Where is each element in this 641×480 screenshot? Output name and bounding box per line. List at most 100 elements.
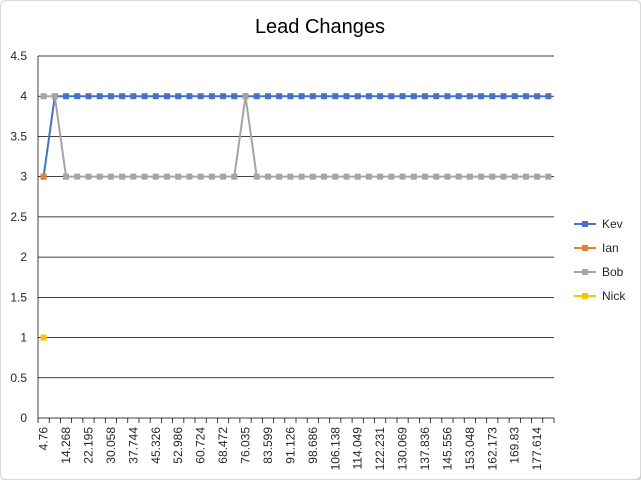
x-tick-label: 14.268	[59, 427, 73, 464]
data-point	[40, 93, 47, 100]
legend-label: Kev	[602, 217, 623, 231]
data-point	[242, 93, 249, 100]
data-point	[186, 93, 193, 100]
data-point	[220, 173, 227, 180]
legend-marker	[582, 269, 588, 275]
data-point	[175, 93, 182, 100]
data-point	[500, 93, 507, 100]
axes	[37, 56, 555, 423]
data-point	[186, 173, 193, 180]
data-point	[309, 173, 316, 180]
data-point	[489, 173, 496, 180]
chart-title: Lead Changes	[255, 16, 385, 38]
x-tick-label: 145.556	[440, 427, 454, 471]
data-point	[343, 173, 350, 180]
data-point	[96, 173, 103, 180]
legend-label: Nick	[602, 289, 626, 303]
data-point	[152, 93, 159, 100]
data-point	[522, 173, 529, 180]
data-point	[175, 173, 182, 180]
data-point	[164, 173, 170, 180]
x-tick-label: 162.173	[485, 427, 499, 471]
y-tick-label: 0	[20, 411, 27, 425]
x-tick-label: 52.986	[171, 427, 185, 464]
data-point	[377, 173, 384, 180]
legend-label: Ian	[602, 241, 619, 255]
y-tick-label: 1	[20, 331, 27, 345]
data-point	[85, 173, 92, 180]
data-point	[478, 93, 485, 100]
data-point	[107, 93, 114, 100]
y-tick-label: 4	[20, 89, 27, 103]
data-point	[410, 93, 417, 100]
data-point	[455, 93, 462, 100]
data-point	[511, 93, 518, 100]
x-tick-label: 177.614	[530, 427, 544, 471]
data-point	[119, 173, 126, 180]
y-tick-label: 2	[20, 250, 27, 264]
data-point	[130, 173, 137, 180]
data-point	[197, 173, 204, 180]
data-point	[365, 173, 372, 180]
data-point	[40, 334, 47, 341]
data-point	[354, 173, 361, 180]
data-point	[208, 93, 215, 100]
data-point	[107, 173, 114, 180]
data-point	[534, 173, 541, 180]
x-tick-label: 153.048	[463, 427, 477, 471]
x-tick-label: 37.744	[126, 427, 140, 464]
data-point	[466, 93, 473, 100]
data-point	[332, 93, 339, 100]
data-point	[466, 173, 473, 180]
x-tick-label: 98.686	[306, 427, 320, 464]
y-tick-label: 3	[20, 170, 27, 184]
x-tick-label: 169.83	[508, 427, 522, 464]
data-point	[264, 173, 271, 180]
data-point	[444, 93, 451, 100]
series-kev	[40, 93, 552, 180]
data-point	[545, 93, 552, 100]
data-point	[287, 173, 294, 180]
data-point	[253, 93, 260, 100]
legend-marker	[582, 221, 588, 227]
legend-marker	[582, 293, 588, 299]
data-point	[410, 173, 417, 180]
x-tick-label: 106.138	[328, 427, 342, 471]
x-tick-label: 76.035	[239, 427, 253, 464]
series-line-kev	[42, 95, 549, 177]
legend-label: Bob	[602, 265, 624, 279]
x-tick-label: 83.599	[261, 427, 275, 464]
data-point	[433, 173, 440, 180]
data-point	[152, 173, 159, 180]
data-point	[332, 173, 339, 180]
y-axis-ticks: 0 0.5 1 1.5 2 2.5 3 3.5 4 4.5	[10, 49, 27, 425]
x-tick-label: 130.069	[396, 427, 410, 471]
legend-item-ian: Ian	[574, 241, 619, 255]
data-point	[489, 93, 496, 100]
data-point	[422, 93, 428, 100]
x-tick-label: 91.126	[283, 427, 297, 464]
series-group	[40, 93, 552, 341]
data-point	[298, 93, 305, 100]
data-point	[511, 173, 518, 180]
data-point	[545, 173, 552, 180]
data-point	[455, 173, 462, 180]
data-point	[74, 173, 81, 180]
data-point	[534, 93, 541, 100]
data-point	[522, 93, 529, 100]
y-tick-label: 1.5	[10, 290, 27, 304]
data-point	[276, 93, 283, 100]
data-point	[388, 173, 395, 180]
series-nick	[40, 334, 47, 341]
x-tick-label: 60.724	[194, 427, 208, 464]
data-point	[399, 93, 406, 100]
data-point	[422, 173, 428, 180]
data-point	[309, 93, 316, 100]
data-point	[231, 93, 238, 100]
x-tick-label: 45.326	[149, 427, 163, 464]
data-point	[141, 93, 148, 100]
data-point	[220, 93, 227, 100]
data-point	[500, 173, 507, 180]
x-axis-ticks: 4.76 14.268 22.195 30.058 37.744 45.326 52.986…	[37, 427, 545, 471]
